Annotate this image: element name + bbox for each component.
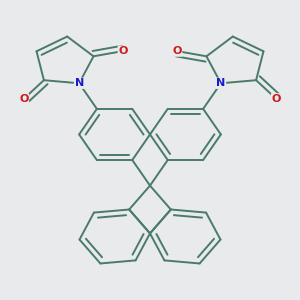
Text: O: O — [19, 94, 28, 104]
Text: N: N — [216, 78, 226, 88]
Text: O: O — [272, 94, 281, 104]
Text: O: O — [118, 46, 128, 56]
Text: N: N — [74, 78, 84, 88]
Text: O: O — [172, 46, 182, 56]
